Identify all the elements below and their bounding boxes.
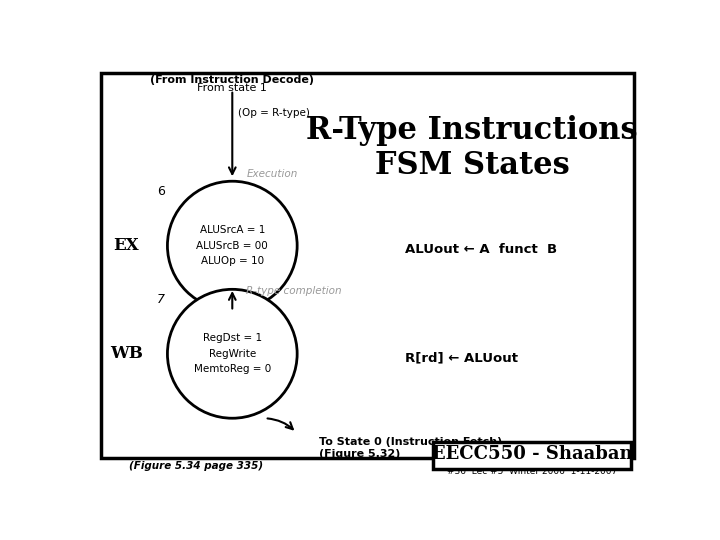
Text: R-Type Instructions
FSM States: R-Type Instructions FSM States	[307, 114, 638, 181]
Text: EECC550 - Shaaban: EECC550 - Shaaban	[432, 446, 633, 463]
Ellipse shape	[168, 181, 297, 310]
Text: EX: EX	[113, 237, 139, 254]
Text: 6: 6	[157, 185, 165, 198]
Text: (From Instruction Decode): (From Instruction Decode)	[150, 75, 315, 85]
Text: To State 0 (Instruction Fetch)
(Figure 5.32): To State 0 (Instruction Fetch) (Figure 5…	[319, 437, 502, 458]
Text: From state 1: From state 1	[197, 83, 267, 93]
Text: WB: WB	[110, 345, 143, 362]
Text: R[rd] ← ALUout: R[rd] ← ALUout	[405, 352, 518, 365]
Text: #36  Lec #5  Winter 2006  1-11-2007: #36 Lec #5 Winter 2006 1-11-2007	[447, 467, 618, 476]
Text: (Op = R-type): (Op = R-type)	[238, 109, 310, 118]
Text: ALUSrcA = 1
ALUSrcB = 00
ALUOp = 10: ALUSrcA = 1 ALUSrcB = 00 ALUOp = 10	[197, 225, 268, 266]
FancyBboxPatch shape	[433, 442, 631, 469]
Text: R-type completion: R-type completion	[246, 286, 342, 295]
Text: RegDst = 1
RegWrite
MemtoReg = 0: RegDst = 1 RegWrite MemtoReg = 0	[194, 333, 271, 374]
Text: 7: 7	[157, 294, 165, 307]
Text: ALUout ← A  funct  B: ALUout ← A funct B	[405, 244, 557, 256]
Text: (Figure 5.34 page 335): (Figure 5.34 page 335)	[129, 461, 263, 471]
Ellipse shape	[168, 289, 297, 418]
Text: Execution: Execution	[246, 169, 297, 179]
